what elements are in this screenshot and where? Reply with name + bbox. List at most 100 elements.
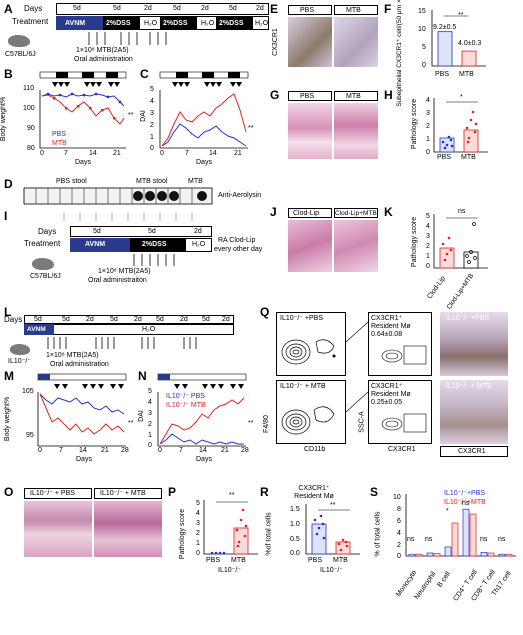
- h-ytick-3: 1: [426, 136, 430, 143]
- m-ytick-1: 95: [26, 432, 34, 439]
- l-route: Oral administration: [50, 361, 109, 368]
- c-ylabel: DAI: [139, 110, 147, 122]
- c-xtick-3: 21: [234, 150, 242, 157]
- i-block-dss: 2%DSS: [142, 241, 167, 248]
- i-block-h2o: H₂O: [192, 241, 206, 248]
- a-seg-2: 5d: [113, 5, 121, 12]
- d-blot: [23, 187, 213, 205]
- q-y-axis-mid: SSC-A: [358, 411, 366, 433]
- d-group-mtb-stool: MTB stool: [136, 178, 168, 185]
- k-ylabel: Pathology score: [411, 216, 419, 268]
- i-route: Oral administraiton: [88, 277, 147, 284]
- i-mouse-icon: [32, 258, 54, 270]
- m-ytick-0: 105: [22, 388, 34, 395]
- n-xtick-2: 14: [199, 447, 207, 454]
- n-sig: **: [248, 420, 254, 427]
- c-ytick-1: 4: [150, 98, 154, 105]
- r-ylabel: %of total cells: [265, 512, 273, 556]
- h-xtick-pbs: PBS: [437, 154, 452, 161]
- s-bar-3-0: [462, 508, 470, 557]
- l-days-label: Days: [4, 315, 23, 324]
- s-bar-2-0: [444, 546, 452, 557]
- k-ytick-3: 2: [426, 243, 430, 250]
- a-block-dss1: 2%DSS: [106, 20, 131, 27]
- i-seg-1: 5d: [93, 228, 101, 235]
- h-ylabel: Pathology score: [411, 98, 419, 150]
- i-seg-3: 2d: [194, 228, 202, 235]
- j-header-clod-mtb: [334, 208, 378, 218]
- panel-label-l: L: [4, 305, 12, 319]
- j-col-clod: Clod-Lip: [293, 210, 320, 217]
- b-xtick-1: 7: [64, 150, 68, 157]
- b-xlabel: Days: [75, 159, 91, 166]
- h-scatter: [433, 98, 488, 153]
- l-seg-8: 5d: [202, 316, 210, 323]
- m-xtick-0: 0: [38, 447, 42, 454]
- r-scatter: [305, 504, 360, 555]
- j-header-clod: [288, 208, 332, 218]
- a-dose: 1×10⁸ MTB(2A5): [76, 47, 129, 54]
- n-ylabel: DAI: [137, 410, 145, 422]
- a-seg-1: 5d: [73, 5, 81, 12]
- g-col-pbs: PBS: [300, 93, 315, 100]
- p-scatter: [203, 500, 258, 555]
- f-sig: **: [458, 12, 464, 19]
- n-ytick-4: 1: [148, 432, 152, 439]
- s-ytick-0: 10: [393, 494, 401, 501]
- panel-label-k: K: [384, 205, 393, 219]
- k-ytick-1: 4: [426, 223, 430, 230]
- q-gate-bottom-plot: [381, 413, 427, 433]
- a-days-label: Days: [24, 4, 43, 13]
- panel-label-g: G: [270, 88, 280, 102]
- s-ytick-2: 6: [397, 518, 401, 525]
- b-ytick-0: 110: [23, 85, 35, 92]
- f-bar-pbs: [437, 31, 453, 67]
- n-xtick-3: 21: [221, 447, 229, 454]
- a-seg-3: 2d: [144, 5, 152, 12]
- d-antibody: Anti-Aerolysin: [218, 192, 262, 199]
- a-mouse-icon: [8, 35, 30, 47]
- l-seg-5: 2d: [134, 316, 142, 323]
- panel-label-m: M: [4, 369, 14, 383]
- h-sig: *: [460, 94, 463, 101]
- s-ylabel: % of total cells: [374, 511, 382, 557]
- k-ytick-0: 5: [426, 213, 430, 220]
- a-mouse-label: C57BL/6J: [5, 51, 36, 58]
- q-x-axis-mid: CX3CR1: [388, 446, 416, 453]
- l-seg-7: 2d: [180, 316, 188, 323]
- j-image-clod-mtb: [334, 220, 378, 272]
- q-flow-bottom-contour: [281, 406, 335, 435]
- k-ytick-5: 0: [426, 263, 430, 270]
- s-axes: [405, 494, 516, 557]
- e-header-pbs: [288, 5, 332, 15]
- p-ytick-4: 1: [196, 540, 200, 547]
- e-col-mtb: MTB: [346, 7, 361, 14]
- q-gate-top-plot: [381, 345, 427, 365]
- l-dose: 1×10⁸ MTB(2A5): [46, 352, 99, 359]
- b-legend-mtb: MTB: [52, 140, 67, 147]
- l-block-avnm: AVNM: [27, 326, 46, 333]
- o-header-mtb: [94, 488, 162, 499]
- q-ihc-top-label: IL10⁻/⁻ +PBS: [446, 315, 489, 322]
- k-sig: ns: [458, 208, 466, 215]
- a-seg-4: 5d: [173, 5, 181, 12]
- s-sig-4: ns: [480, 536, 488, 543]
- a-seg-6: 5d: [229, 5, 237, 12]
- s-ytick-5: 0: [397, 553, 401, 560]
- o-image-pbs: [24, 501, 92, 557]
- b-ytick-3: 80: [27, 145, 35, 152]
- i-note1: RA Clod-Lip: [218, 237, 256, 244]
- p-ytick-3: 2: [196, 530, 200, 537]
- n-xlabel: Days: [196, 456, 212, 463]
- i-clodlip-arrows: [63, 213, 193, 221]
- l-arrows: [47, 337, 197, 349]
- o-col-pbs: IL10⁻/⁻ + PBS: [30, 490, 75, 497]
- c-sig: **: [248, 125, 254, 132]
- c-ytick-4: 1: [150, 134, 154, 141]
- p-ytick-1: 4: [196, 510, 200, 517]
- s-bar-0-1: [415, 553, 423, 557]
- r-ytick-1: 1.0: [290, 521, 300, 528]
- c-ytick-5: 0: [150, 145, 154, 152]
- r-ytick-3: 0.0: [290, 550, 300, 557]
- s-sig-2: *: [446, 508, 449, 515]
